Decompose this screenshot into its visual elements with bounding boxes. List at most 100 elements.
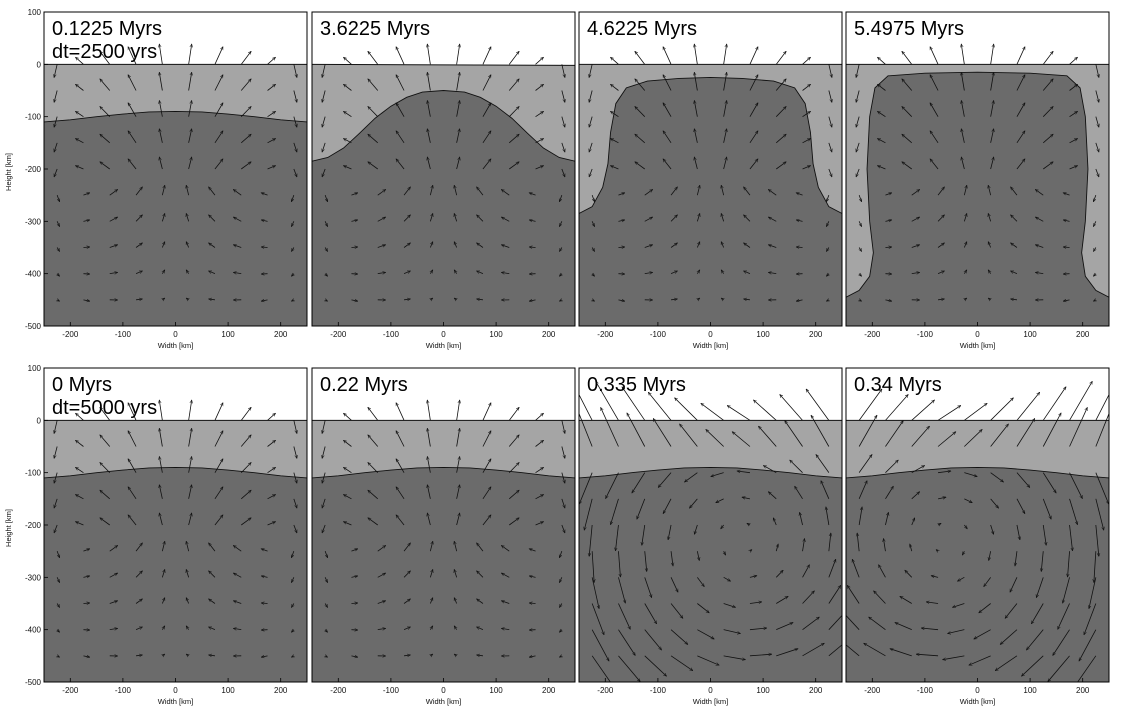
velocity-arrow <box>826 300 828 302</box>
x-tick-label: 0 <box>173 330 178 339</box>
velocity-arrow <box>186 569 190 578</box>
velocity-arrow <box>961 100 965 117</box>
velocity-arrow <box>561 524 565 533</box>
velocity-arrow <box>159 400 163 421</box>
velocity-arrow <box>885 193 891 196</box>
velocity-arrow <box>508 462 519 473</box>
velocity-arrow <box>592 274 594 277</box>
panel-plot-area <box>44 368 307 682</box>
velocity-arrow <box>325 630 327 633</box>
velocity-arrow <box>1069 498 1078 525</box>
velocity-arrow <box>267 165 276 170</box>
velocity-arrow <box>723 629 741 634</box>
velocity-arrow <box>768 492 777 500</box>
x-tick-label: 0 <box>975 686 980 695</box>
x-tick-label: 200 <box>1076 686 1090 695</box>
velocity-arrow <box>214 47 224 65</box>
x-tick-label: -100 <box>650 330 667 339</box>
y-tick-label: -400 <box>25 270 42 279</box>
velocity-arrow <box>1011 215 1018 222</box>
velocity-arrow <box>877 165 886 170</box>
velocity-arrow <box>723 100 727 117</box>
velocity-arrow <box>529 247 536 248</box>
velocity-arrow <box>322 420 326 433</box>
x-tick-label: 100 <box>756 330 770 339</box>
panel-6: -200 -100 0 100 200 Width [km] 0.22 Myrs <box>311 367 576 706</box>
velocity-arrow <box>885 300 891 301</box>
velocity-arrow <box>591 603 604 635</box>
x-tick-label: 0 <box>975 330 980 339</box>
panel-time-label: 5.4975 Myrs <box>854 18 964 40</box>
velocity-arrow <box>482 103 492 117</box>
velocity-arrow <box>1011 187 1018 196</box>
velocity-arrow <box>1035 189 1044 196</box>
velocity-arrow <box>929 75 939 91</box>
velocity-arrow <box>785 421 803 447</box>
velocity-arrow <box>963 213 966 222</box>
panel-time-label: 3.6225 Myrs <box>320 18 430 40</box>
velocity-arrow <box>109 601 118 604</box>
velocity-arrow <box>846 614 860 630</box>
velocity-arrow <box>1093 274 1095 277</box>
velocity-arrow <box>775 134 786 144</box>
velocity-arrow <box>508 106 519 117</box>
velocity-arrow <box>859 247 862 252</box>
velocity-arrow <box>711 472 724 477</box>
velocity-arrow <box>775 570 783 578</box>
velocity-arrow <box>856 168 860 177</box>
velocity-arrow <box>1069 84 1078 91</box>
velocity-arrow <box>584 498 593 530</box>
velocity-arrow <box>890 649 912 657</box>
velocity-arrow <box>964 524 967 529</box>
velocity-arrow <box>828 142 832 152</box>
velocity-arrow <box>233 216 242 222</box>
panel-plot-area <box>44 12 307 326</box>
velocity-arrow <box>618 193 624 196</box>
velocity-arrow <box>267 467 276 474</box>
velocity-arrow <box>559 656 561 658</box>
x-tick-label: -100 <box>115 330 132 339</box>
velocity-arrow <box>57 577 60 582</box>
velocity-arrow <box>742 497 751 499</box>
velocity-arrow <box>83 549 89 552</box>
x-tick-label: -200 <box>330 330 347 339</box>
velocity-arrow <box>209 187 216 196</box>
velocity-arrow <box>100 162 110 170</box>
velocity-arrow <box>186 654 188 656</box>
velocity-arrow <box>162 270 166 274</box>
velocity-arrow <box>456 129 460 143</box>
velocity-arrow <box>267 138 276 144</box>
velocity-arrow <box>561 90 565 103</box>
velocity-arrow <box>1042 79 1053 91</box>
velocity-arrow <box>54 64 58 77</box>
velocity-arrow <box>990 398 1014 421</box>
velocity-arrow <box>747 523 750 525</box>
x-tick-label: 100 <box>221 686 235 695</box>
velocity-arrow <box>618 551 620 577</box>
velocity-arrow <box>828 168 832 177</box>
velocity-arrow <box>680 424 698 447</box>
velocity-arrow <box>403 270 410 275</box>
velocity-arrow <box>721 213 725 222</box>
velocity-arrow <box>267 84 276 91</box>
velocity-arrow <box>368 162 378 170</box>
velocity-arrow <box>377 601 386 604</box>
velocity-arrow <box>508 51 519 65</box>
velocity-arrow <box>856 90 860 103</box>
velocity-arrow <box>351 247 357 248</box>
velocity-arrow <box>1095 64 1099 77</box>
velocity-arrow <box>964 270 968 274</box>
velocity-arrow <box>828 533 831 552</box>
velocity-arrow <box>377 245 386 248</box>
velocity-arrow <box>900 596 912 604</box>
velocity-arrow <box>135 187 142 196</box>
velocity-arrow <box>864 642 886 657</box>
velocity-arrow <box>429 569 432 578</box>
velocity-arrow <box>322 142 326 152</box>
velocity-arrow <box>610 84 619 91</box>
x-tick-label: 200 <box>542 330 556 339</box>
velocity-arrow <box>57 274 59 277</box>
velocity-arrow <box>895 622 912 631</box>
velocity-arrow <box>885 421 903 447</box>
x-tick-label: -200 <box>597 686 614 695</box>
